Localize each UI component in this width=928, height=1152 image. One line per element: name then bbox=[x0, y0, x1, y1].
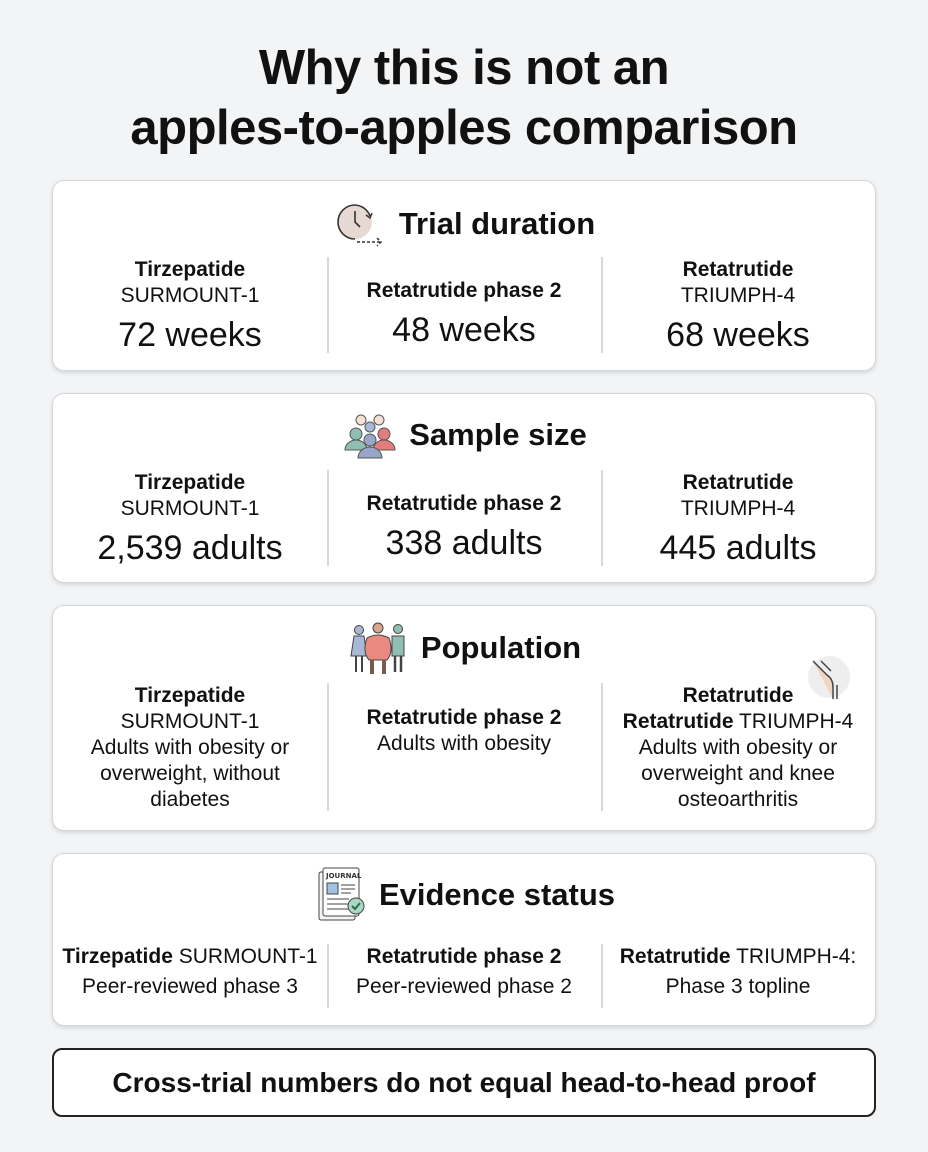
heading-text: Evidence status bbox=[378, 877, 616, 912]
trial: TRIUMPH-4 bbox=[738, 710, 854, 733]
value: 72 weeks bbox=[118, 316, 262, 354]
description: Phase 3 topline bbox=[665, 975, 811, 998]
drug: Tirzepatide bbox=[62, 945, 173, 968]
column-retatrutide-phase2: Retatrutide phase 2 Adults with obesity bbox=[327, 683, 601, 811]
drug: Tirzepatide bbox=[134, 471, 246, 494]
people-icon bbox=[347, 620, 411, 676]
column-retatrutide-triumph4: Retatrutide TRIUMPH-4 68 weeks bbox=[601, 257, 875, 354]
journal-check-icon: JOURNAL bbox=[313, 864, 369, 926]
description: Adults with obesity bbox=[377, 732, 551, 755]
drug: Retatrutide phase 2 bbox=[366, 492, 562, 515]
column-tirzepatide: Tirzepatide SURMOUNT-1 Adults with obesity… bbox=[53, 683, 327, 811]
value: 338 adults bbox=[385, 524, 543, 562]
trial: SURMOUNT-1 bbox=[120, 710, 260, 733]
trial: TRIUMPH-4: bbox=[736, 945, 857, 968]
column-retatrutide-phase2: Retatrutide phase 2 338 adults bbox=[327, 470, 601, 566]
drug: Retatrutide bbox=[619, 945, 731, 968]
heading-text: Sample size bbox=[409, 417, 587, 452]
drug: Tirzepatide bbox=[134, 684, 246, 707]
trial: SURMOUNT-1 bbox=[178, 945, 318, 968]
page-title: Why this is not an apples-to-apples comp… bbox=[0, 38, 928, 158]
column-tirzepatide: Tirzepatide SURMOUNT-1 2,539 adults bbox=[53, 470, 327, 567]
description: Adults with obesity or overweight, witho… bbox=[90, 736, 290, 811]
card-heading: Sample size bbox=[53, 410, 875, 460]
description: Peer-reviewed phase 2 bbox=[356, 975, 572, 998]
drug: Retatrutide phase 2 bbox=[366, 706, 562, 729]
trial: TRIUMPH-4 bbox=[680, 284, 796, 307]
description: Adults with obesity or overweight and kn… bbox=[638, 736, 838, 811]
column-tirzepatide: Tirzepatide SURMOUNT-1 72 weeks bbox=[53, 257, 327, 354]
footer-callout: Cross-trial numbers do not equal head-to… bbox=[52, 1048, 876, 1117]
sample-size-card: Sample size Tirzepatide SURMOUNT-1 2,539 a… bbox=[52, 393, 876, 583]
value: 445 adults bbox=[659, 529, 817, 567]
drug: Retatrutide phase 2 bbox=[366, 945, 562, 968]
value: 2,539 adults bbox=[97, 529, 283, 567]
description: Peer-reviewed phase 3 bbox=[82, 975, 298, 998]
column-retatrutide-triumph4: Retatrutide Retatrutide TRIUMPH-4 Adults w… bbox=[601, 656, 875, 811]
heading-text: Population bbox=[420, 630, 582, 665]
drug: Retatrutide phase 2 bbox=[366, 279, 562, 302]
title-line-2: apples-to-apples comparison bbox=[130, 101, 798, 155]
column-retatrutide-triumph4: Retatrutide TRIUMPH-4: Phase 3 topline bbox=[601, 944, 875, 1008]
card-heading: JOURNAL Evidence status bbox=[53, 864, 875, 926]
evidence-status-card: JOURNAL Evidence status Tirzepatide SURM… bbox=[52, 853, 876, 1026]
trial: SURMOUNT-1 bbox=[120, 497, 260, 520]
people-group-icon bbox=[341, 410, 399, 460]
card-heading: Population bbox=[53, 620, 875, 676]
value: 48 weeks bbox=[392, 311, 536, 349]
drug: Retatrutide bbox=[682, 258, 794, 281]
svg-text:JOURNAL: JOURNAL bbox=[325, 872, 362, 880]
card-heading: Trial duration bbox=[53, 199, 875, 249]
knee-icon bbox=[807, 655, 851, 699]
trial: TRIUMPH-4 bbox=[680, 497, 796, 520]
drug: Retatrutide bbox=[682, 684, 794, 707]
title-line-1: Why this is not an bbox=[258, 41, 670, 95]
column-retatrutide-phase2: Retatrutide phase 2 Peer-reviewed phase 2 bbox=[327, 944, 601, 1008]
column-tirzepatide: Tirzepatide SURMOUNT-1 Peer-reviewed phas… bbox=[53, 944, 327, 1008]
column-retatrutide-phase2: Retatrutide phase 2 48 weeks bbox=[327, 257, 601, 353]
trial-duration-card: Trial duration Tirzepatide SURMOUNT-1 72 w… bbox=[52, 180, 876, 371]
heading-text: Trial duration bbox=[398, 206, 596, 241]
drug: Retatrutide bbox=[682, 471, 794, 494]
trial: SURMOUNT-1 bbox=[120, 284, 260, 307]
value: 68 weeks bbox=[666, 316, 810, 354]
population-card: Population Tirzepatide SURMOUNT-1 Adults w… bbox=[52, 605, 876, 831]
drug: Tirzepatide bbox=[134, 258, 246, 281]
column-retatrutide-triumph4: Retatrutide TRIUMPH-4 445 adults bbox=[601, 470, 875, 567]
drug: Retatrutide bbox=[622, 710, 734, 733]
clock-icon bbox=[333, 199, 389, 249]
